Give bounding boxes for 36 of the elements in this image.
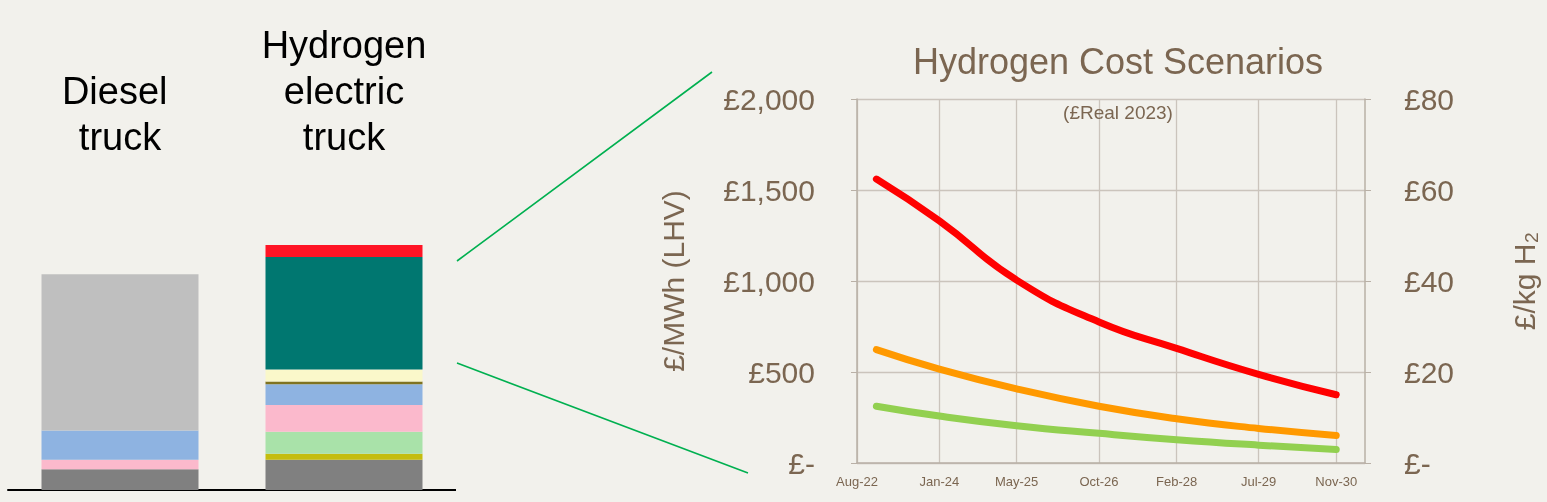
chart-subtitle: (£Real 2023) [1063, 102, 1173, 123]
bar [265, 245, 423, 258]
y2-axis-title: £/kg H₂ [1507, 231, 1541, 331]
y-axis-title: £/MWh (LHV) [656, 190, 690, 372]
x-tick-label: May-25 [994, 474, 1039, 489]
y2-tick-label: £80 [1404, 82, 1455, 116]
x-tick-label: Hydrogen electric truck [261, 24, 427, 158]
bar [41, 274, 199, 431]
y-tick-label: £500 [748, 355, 815, 389]
y2-tick-label: £20 [1404, 355, 1455, 389]
bar [265, 453, 423, 460]
x-tick-label: Jul-29 [1240, 474, 1277, 489]
y-tick-label: £- [788, 446, 815, 480]
y-tick-label: £1,500 [723, 173, 815, 207]
x-tick-label: Feb-28 [1155, 474, 1198, 489]
bar [265, 404, 423, 432]
bar [41, 430, 199, 460]
x-tick-label: Aug-22 [836, 474, 878, 489]
chart-title: Hydrogen Cost Scenarios [912, 40, 1324, 82]
bar [265, 257, 423, 370]
y-tick-label: £1,000 [723, 264, 815, 298]
y-tick-label: £2,000 [723, 82, 815, 116]
x-tick-label: Oct-26 [1079, 474, 1119, 489]
bar [265, 384, 423, 405]
bar [265, 381, 423, 385]
bar [41, 469, 199, 490]
x-tick-label: Diesel truck [61, 70, 179, 158]
bar [41, 459, 199, 470]
bar [265, 369, 423, 382]
bar [265, 431, 423, 454]
x-tick-label: Jan-24 [919, 474, 960, 489]
y2-tick-label: £40 [1404, 264, 1455, 298]
x-tick-label: Nov-30 [1315, 474, 1358, 489]
y2-tick-label: £60 [1404, 173, 1455, 207]
bar [265, 459, 423, 490]
y2-tick-label: £- [1404, 446, 1431, 480]
